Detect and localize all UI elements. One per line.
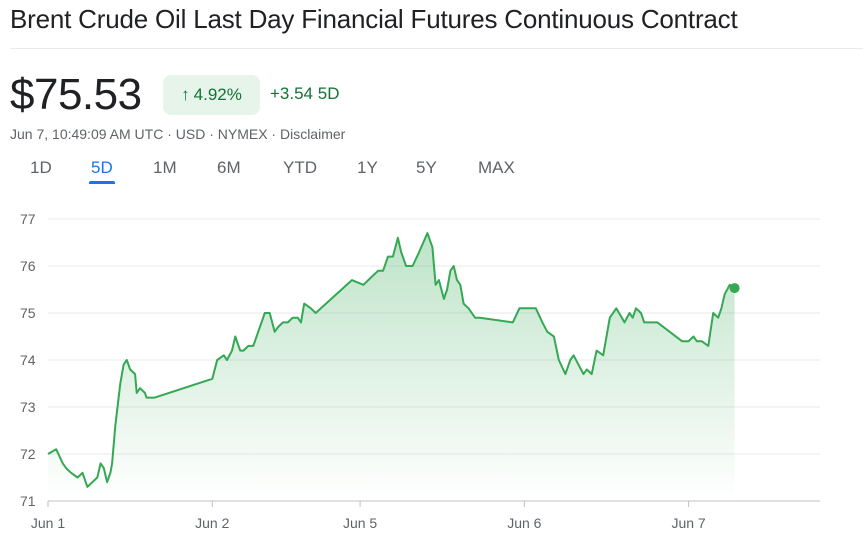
tab-1d[interactable]: 1D [30,158,52,177]
absolute-change: +3.54 5D [270,84,340,103]
arrow-up-icon: ↑ [181,85,190,104]
y-tick-label: 76 [20,258,36,274]
x-tick-label: Jun 5 [343,515,377,531]
quote-meta: Jun 7, 10:49:09 AM UTC · USD · NYMEX · D… [10,126,346,142]
x-axis: Jun 1 Jun 2 Jun 5 Jun 6 Jun 7 [31,501,706,531]
current-price: $75.53 [10,70,142,119]
price-area-fill [48,233,735,501]
y-tick-label: 77 [20,211,36,227]
chart-gridlines [48,218,820,455]
y-axis: 71 72 73 74 75 76 77 [20,211,36,509]
last-price-point [729,283,740,294]
tab-6m[interactable]: 6M [217,158,241,177]
header-divider [10,48,863,49]
x-tick-label: Jun 2 [195,515,229,531]
tab-5y[interactable]: 5Y [416,158,437,177]
percent-change-badge: ↑ 4.92% [163,75,260,115]
tab-ytd[interactable]: YTD [283,158,317,177]
tab-1m[interactable]: 1M [153,158,177,177]
y-tick-label: 75 [20,305,36,321]
tab-max[interactable]: MAX [478,158,515,177]
x-tick-label: Jun 1 [31,515,65,531]
y-tick-label: 73 [20,399,36,415]
percent-change-value: 4.92% [193,85,242,104]
price-series-line [47,232,736,488]
tab-1y[interactable]: 1Y [357,158,378,177]
tab-5d[interactable]: 5D [89,158,115,184]
x-tick-label: Jun 7 [671,515,705,531]
y-tick-label: 71 [20,493,36,509]
y-tick-label: 74 [20,352,36,368]
y-tick-label: 72 [20,446,36,462]
page-title: Brent Crude Oil Last Day Financial Futur… [10,4,738,34]
x-tick-label: Jun 6 [507,515,541,531]
